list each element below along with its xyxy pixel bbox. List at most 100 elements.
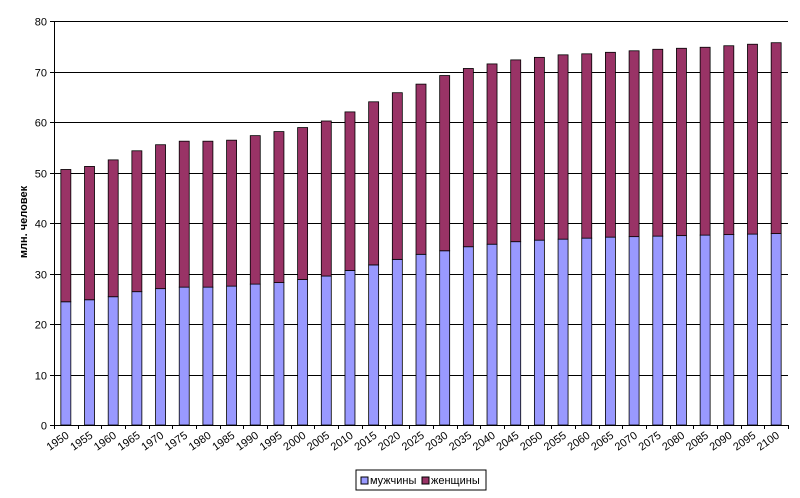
bar-women-1950 xyxy=(60,169,72,303)
bar-women-2100 xyxy=(770,42,782,235)
y-tick-label: 20 xyxy=(35,320,47,332)
bar-women-2075 xyxy=(652,48,664,237)
bar-women-2060 xyxy=(581,53,593,239)
x-tick-label: 2065 xyxy=(589,430,616,454)
bar-men-2085 xyxy=(699,234,711,426)
bar-men-2005 xyxy=(320,275,332,426)
x-tick-label: 2060 xyxy=(566,430,593,454)
bar-women-2040 xyxy=(486,63,498,245)
x-tick-label: 2035 xyxy=(447,430,474,454)
legend-swatch-women xyxy=(421,476,430,485)
x-tick-labels: 1950195519601965197019751980198519901995… xyxy=(45,430,782,454)
legend-label-men: мужчины xyxy=(370,475,416,487)
bar-women-2080 xyxy=(676,47,687,237)
x-tick-label: 2070 xyxy=(613,430,640,454)
bar-men-2025 xyxy=(415,253,427,426)
x-tick-label: 1995 xyxy=(258,430,285,454)
x-tick-label: 1990 xyxy=(234,430,261,454)
x-tick-label: 1975 xyxy=(163,430,190,454)
bar-men-2060 xyxy=(581,237,593,426)
bars xyxy=(60,42,782,426)
legend-label-women: женщины xyxy=(431,475,480,487)
bar-women-2015 xyxy=(368,101,380,266)
x-tick-label: 2050 xyxy=(518,430,545,454)
x-tick-label: 2015 xyxy=(352,430,379,454)
x-tick-label: 2085 xyxy=(684,430,711,454)
x-tick-label: 2095 xyxy=(731,430,758,454)
bar-men-2020 xyxy=(391,258,403,426)
bar-men-2035 xyxy=(462,246,474,426)
x-tick-label: 2005 xyxy=(305,430,332,454)
bar-women-1995 xyxy=(273,131,285,283)
bar-women-2000 xyxy=(297,127,309,280)
x-tick-label: 1955 xyxy=(68,430,95,454)
legend-swatch-men xyxy=(360,476,369,485)
bar-men-2010 xyxy=(344,270,356,426)
x-tick-label: 2000 xyxy=(281,430,308,454)
x-tick-label: 2090 xyxy=(708,430,735,454)
bar-men-2070 xyxy=(628,236,640,426)
bar-women-2085 xyxy=(699,46,711,236)
bar-men-2100 xyxy=(770,233,782,426)
bar-women-2030 xyxy=(439,75,451,252)
bar-women-1975 xyxy=(178,140,190,288)
y-tick-label: 50 xyxy=(35,169,47,181)
bar-women-2055 xyxy=(557,54,569,240)
bar-men-2000 xyxy=(297,279,309,426)
x-tick-label: 2075 xyxy=(637,430,664,454)
bar-men-2050 xyxy=(533,239,545,426)
bar-women-2070 xyxy=(628,50,640,238)
bar-women-2065 xyxy=(605,51,616,238)
y-tick-label: 60 xyxy=(35,118,47,130)
bar-men-1980 xyxy=(202,286,214,426)
y-tick-label: 70 xyxy=(35,68,47,80)
bar-women-2095 xyxy=(747,43,758,235)
bar-men-1965 xyxy=(131,291,143,426)
x-tick-label: 2100 xyxy=(755,430,782,454)
bar-men-2030 xyxy=(439,250,451,426)
x-tick-label: 2030 xyxy=(423,430,450,454)
bar-women-1985 xyxy=(226,139,237,287)
y-tick-label: 0 xyxy=(41,421,47,433)
bar-men-2075 xyxy=(652,235,664,426)
legend-box xyxy=(355,469,487,491)
x-tick-label: 1980 xyxy=(187,430,214,454)
axes xyxy=(50,21,789,429)
y-axis-label: млн. человек xyxy=(18,185,30,258)
bar-men-2090 xyxy=(723,234,735,426)
bar-women-2010 xyxy=(344,111,356,271)
x-tick-label: 2045 xyxy=(494,430,521,454)
bar-men-2015 xyxy=(368,264,380,426)
bar-women-1960 xyxy=(107,159,119,298)
bar-men-1960 xyxy=(107,296,119,426)
bar-men-1955 xyxy=(84,299,95,426)
bar-women-1955 xyxy=(84,166,95,301)
bar-men-2095 xyxy=(747,233,758,426)
x-tick-label: 1970 xyxy=(139,430,166,454)
bar-men-2055 xyxy=(557,238,569,426)
legend: мужчины женщины xyxy=(355,469,487,491)
bar-women-2025 xyxy=(415,83,427,255)
bar-men-2045 xyxy=(510,241,522,426)
bar-women-1990 xyxy=(249,135,261,285)
bar-women-2090 xyxy=(723,45,735,236)
x-tick-label: 2010 xyxy=(329,430,356,454)
bar-men-1995 xyxy=(273,282,285,426)
bar-men-1990 xyxy=(249,283,261,426)
y-tick-labels: 0 10 20 30 40 50 60 70 80 xyxy=(35,17,47,433)
x-tick-label: 2020 xyxy=(376,430,403,454)
bar-men-1985 xyxy=(226,285,237,426)
bar-men-1975 xyxy=(178,286,190,426)
bar-women-1980 xyxy=(202,140,214,288)
x-tick-label: 2055 xyxy=(542,430,569,454)
y-tick-label: 30 xyxy=(35,270,47,282)
bar-women-2050 xyxy=(533,56,545,241)
bar-women-2005 xyxy=(320,120,332,277)
y-tick-label: 40 xyxy=(35,219,47,231)
x-tick-label: 2040 xyxy=(471,430,498,454)
bar-men-1950 xyxy=(60,301,72,426)
y-tick-label: 80 xyxy=(35,17,47,29)
bar-women-1970 xyxy=(155,144,166,290)
bar-women-2045 xyxy=(510,59,522,243)
